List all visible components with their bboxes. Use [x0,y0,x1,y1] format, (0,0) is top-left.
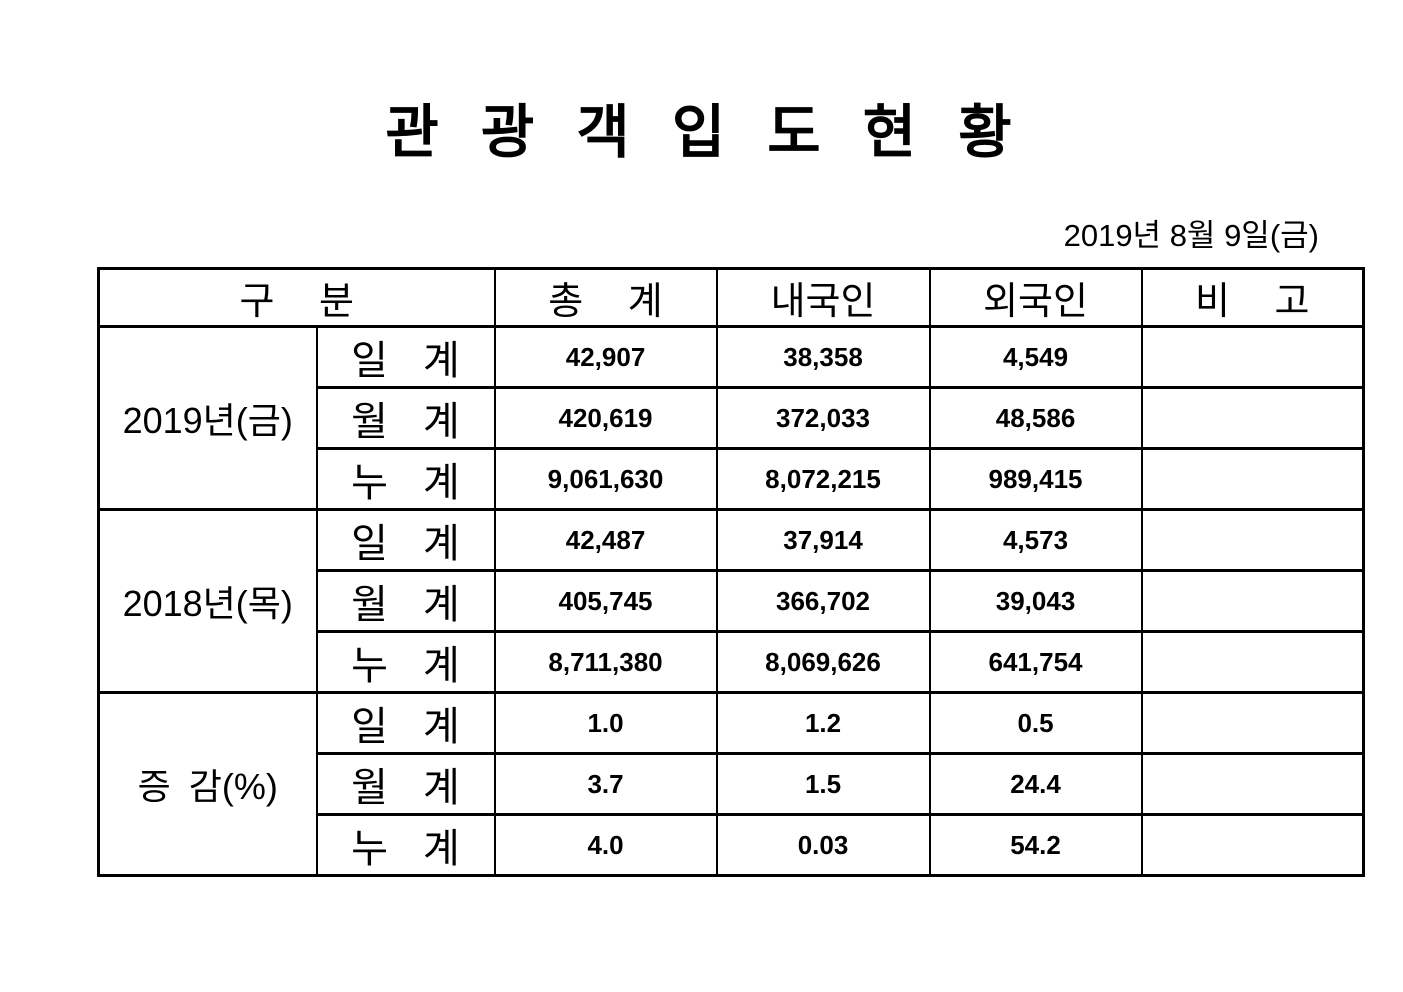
cell-foreign: 4,573 [928,508,1143,572]
table-row: 월 계 405,745 366,702 39,043 [99,569,1365,633]
cell-remarks [1140,691,1365,755]
cell-remarks [1140,325,1365,389]
cell-remarks [1140,813,1365,877]
cell-domestic: 1.2 [715,691,931,755]
header-total: 총 계 [493,267,718,328]
cell-total: 42,907 [493,325,718,389]
group-label-2018: 2018년(목) [97,508,318,694]
row-type-label: 일 계 [315,325,496,389]
cell-domestic: 38,358 [715,325,931,389]
row-type-label: 월 계 [315,752,496,816]
row-type-label: 월 계 [315,569,496,633]
cell-domestic: 37,914 [715,508,931,572]
row-type-label: 누 계 [315,813,496,877]
group-label-2019: 2019년(금) [97,325,318,511]
cell-foreign: 989,415 [928,447,1143,511]
row-type-label: 일 계 [315,508,496,572]
report-date: 2019년 8월 9일(금) [1063,218,1319,253]
table-row: 2019년(금) 일 계 42,907 38,358 4,549 [97,325,1365,511]
table-row: 2018년(목) 일 계 42,487 37,914 4,573 [97,508,1365,694]
page-title: 관 광 객 입 도 현 황 [385,100,1018,165]
table-row: 월 계 3.7 1.5 24.4 [99,752,1365,816]
cell-foreign: 24.4 [928,752,1143,816]
row-type-label: 누 계 [315,630,496,694]
cell-domestic: 372,033 [715,386,931,450]
cell-domestic: 8,072,215 [715,447,931,511]
cell-remarks [1140,386,1365,450]
row-type-label: 월 계 [315,386,496,450]
cell-domestic: 0.03 [715,813,931,877]
cell-domestic: 366,702 [715,569,931,633]
cell-foreign: 48,586 [928,386,1143,450]
cell-domestic: 8,069,626 [715,630,931,694]
cell-foreign: 4,549 [928,325,1143,389]
cell-total: 1.0 [493,691,718,755]
cell-foreign: 39,043 [928,569,1143,633]
table-row: 증 감(%) 일 계 1.0 1.2 0.5 [97,691,1365,877]
row-type-label: 일 계 [315,691,496,755]
cell-remarks [1140,508,1365,572]
group-label-change-pct: 증 감(%) [97,691,318,877]
tourist-arrival-table: 구 분 총 계 내국인 외국인 비 고 2019년(금) 일 계 42,907 … [97,267,1366,877]
table-row: 누 계 9,061,630 8,072,215 989,415 [99,447,1365,511]
cell-foreign: 641,754 [928,630,1143,694]
cell-total: 8,711,380 [493,630,718,694]
cell-total: 3.7 [493,752,718,816]
cell-total: 405,745 [493,569,718,633]
cell-total: 9,061,630 [493,447,718,511]
cell-total: 420,619 [493,386,718,450]
table-row: 누 계 8,711,380 8,069,626 641,754 [99,630,1365,694]
table-row: 월 계 420,619 372,033 48,586 [99,386,1365,450]
cell-total: 42,487 [493,508,718,572]
header-foreign: 외국인 [928,267,1143,328]
cell-remarks [1140,447,1365,511]
cell-foreign: 0.5 [928,691,1143,755]
table-row: 누 계 4.0 0.03 54.2 [99,813,1365,877]
cell-total: 4.0 [493,813,718,877]
cell-domestic: 1.5 [715,752,931,816]
header-remarks: 비 고 [1140,267,1365,328]
cell-remarks [1140,569,1365,633]
cell-remarks [1140,752,1365,816]
header-domestic: 내국인 [715,267,931,328]
cell-foreign: 54.2 [928,813,1143,877]
header-category: 구 분 [97,267,496,328]
table-header-row: 구 분 총 계 내국인 외국인 비 고 [97,267,1365,328]
row-type-label: 누 계 [315,447,496,511]
cell-remarks [1140,630,1365,694]
